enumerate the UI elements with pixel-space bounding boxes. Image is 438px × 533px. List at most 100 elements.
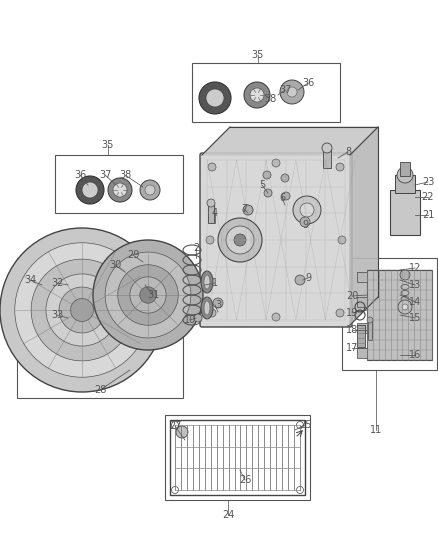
Bar: [55, 155, 183, 213]
Circle shape: [93, 240, 203, 350]
Circle shape: [295, 275, 305, 285]
Text: 36: 36: [74, 170, 86, 180]
Text: 37: 37: [279, 85, 291, 95]
Circle shape: [300, 203, 314, 217]
Circle shape: [280, 80, 304, 104]
Circle shape: [402, 304, 408, 310]
Circle shape: [336, 163, 344, 171]
Text: 26: 26: [239, 475, 251, 485]
Circle shape: [287, 87, 297, 97]
Circle shape: [82, 182, 98, 198]
Text: 15: 15: [409, 313, 421, 323]
Circle shape: [297, 487, 304, 494]
Text: 19: 19: [346, 308, 358, 318]
Text: 4: 4: [212, 208, 218, 218]
Circle shape: [213, 298, 223, 308]
Text: 17: 17: [346, 343, 358, 353]
Text: 36: 36: [302, 78, 314, 88]
Bar: [368, 320, 372, 340]
Circle shape: [176, 426, 188, 438]
Circle shape: [207, 199, 215, 207]
Circle shape: [282, 192, 290, 200]
Bar: [357, 297, 367, 308]
Circle shape: [59, 287, 105, 333]
Bar: [192, 63, 340, 122]
Circle shape: [263, 171, 271, 179]
Text: 20: 20: [346, 291, 358, 301]
Text: 14: 14: [409, 297, 421, 307]
Bar: [323, 148, 331, 168]
Circle shape: [272, 159, 280, 167]
Text: 21: 21: [422, 210, 434, 220]
Text: 28: 28: [94, 385, 106, 395]
Text: 8: 8: [345, 147, 351, 157]
Circle shape: [338, 236, 346, 244]
Bar: [357, 272, 367, 282]
Circle shape: [140, 180, 160, 200]
Polygon shape: [350, 127, 378, 325]
Circle shape: [15, 243, 149, 377]
Circle shape: [130, 277, 166, 313]
Circle shape: [300, 217, 310, 227]
Text: 16: 16: [409, 350, 421, 360]
Circle shape: [272, 313, 280, 321]
Circle shape: [293, 196, 321, 224]
Bar: [367, 270, 432, 360]
Circle shape: [199, 82, 231, 114]
Text: 9: 9: [305, 273, 311, 283]
Text: 10: 10: [184, 315, 196, 325]
Bar: [208, 205, 214, 223]
Text: 24: 24: [222, 510, 234, 520]
Bar: [395, 175, 415, 193]
Circle shape: [367, 317, 373, 323]
Circle shape: [71, 298, 93, 321]
Circle shape: [218, 218, 262, 262]
Text: 34: 34: [24, 275, 36, 285]
Circle shape: [118, 265, 178, 325]
Circle shape: [140, 287, 156, 303]
Text: 38: 38: [264, 94, 276, 104]
Circle shape: [206, 89, 224, 107]
Bar: [170, 420, 305, 495]
Ellipse shape: [201, 297, 213, 319]
Bar: [357, 348, 367, 358]
Circle shape: [145, 185, 155, 195]
FancyBboxPatch shape: [200, 153, 352, 327]
Text: 2: 2: [193, 243, 199, 253]
Circle shape: [206, 236, 214, 244]
Text: 23: 23: [422, 177, 434, 187]
Circle shape: [243, 205, 253, 215]
Circle shape: [0, 228, 164, 392]
Circle shape: [172, 487, 179, 494]
Text: 35: 35: [102, 140, 114, 150]
Circle shape: [105, 252, 191, 338]
Text: 13: 13: [409, 280, 421, 290]
Text: 37: 37: [99, 170, 111, 180]
Circle shape: [194, 314, 202, 322]
Circle shape: [226, 226, 254, 254]
Text: 25: 25: [299, 420, 311, 430]
Bar: [400, 162, 410, 176]
Text: 22: 22: [422, 192, 434, 202]
Text: 1: 1: [212, 278, 218, 288]
Circle shape: [397, 167, 413, 183]
Circle shape: [250, 88, 264, 102]
Circle shape: [322, 143, 332, 153]
Bar: [390, 190, 420, 235]
Circle shape: [113, 183, 127, 197]
Circle shape: [108, 178, 132, 202]
Text: 31: 31: [147, 290, 159, 300]
Ellipse shape: [204, 301, 210, 315]
Text: 32: 32: [51, 278, 63, 288]
Text: 35: 35: [252, 50, 264, 60]
Circle shape: [234, 234, 246, 246]
Bar: [357, 322, 367, 333]
Circle shape: [400, 270, 410, 280]
Bar: [342, 258, 437, 370]
Text: 6: 6: [279, 193, 285, 203]
Circle shape: [336, 309, 344, 317]
Bar: [17, 258, 183, 398]
Text: 38: 38: [119, 170, 131, 180]
Circle shape: [172, 422, 179, 429]
Text: 30: 30: [109, 260, 121, 270]
